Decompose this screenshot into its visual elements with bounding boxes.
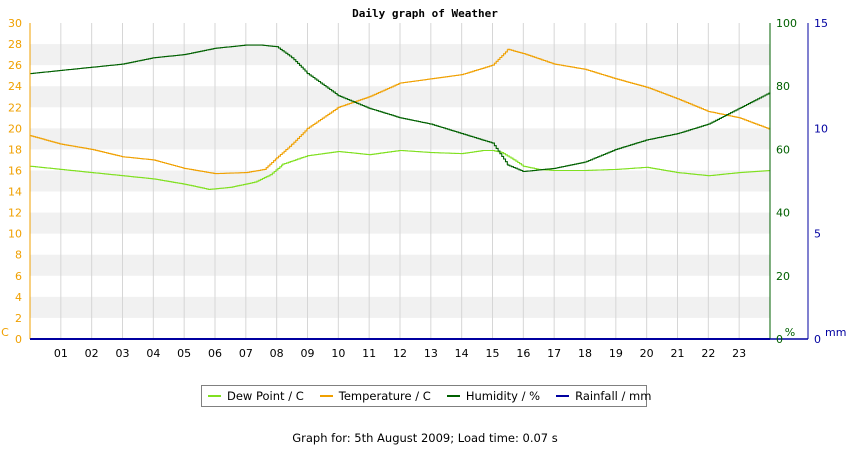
x-tick-label: 12	[393, 347, 407, 360]
x-tick-label: 02	[85, 347, 99, 360]
rainfall-tick-label: 15	[814, 17, 828, 30]
x-tick-label: 01	[54, 347, 68, 360]
temperature-tick-label: 6	[15, 270, 22, 283]
x-tick-label: 09	[301, 347, 315, 360]
humidity-tick-label: 60	[776, 143, 790, 156]
humidity-tick-label: 0	[776, 333, 783, 346]
legend-swatch-temperature	[319, 395, 333, 397]
x-tick-label: 20	[640, 347, 654, 360]
legend-item-rainfall: Rainfall / mm	[556, 389, 651, 403]
temperature-tick-label: 16	[8, 164, 22, 177]
humidity-tick-label: 20	[776, 270, 790, 283]
x-tick-label: 19	[609, 347, 623, 360]
x-tick-label: 05	[177, 347, 191, 360]
x-tick-label: 03	[116, 347, 130, 360]
vertical-gridlines	[60, 23, 740, 339]
chart-legend: Dew Point / C Temperature / C Humidity /…	[201, 385, 651, 407]
rainfall-tick-label: 10	[814, 122, 828, 135]
legend-label-humidity: Humidity / %	[465, 389, 541, 403]
legend-swatch-humidity	[446, 395, 460, 397]
humidity-tick-label: 40	[776, 207, 790, 220]
x-tick-label: 15	[486, 347, 500, 360]
rainfall-tick-label: 0	[814, 333, 821, 346]
rainfall-tick-label: 5	[814, 228, 821, 241]
humidity-tick-label: 100	[776, 17, 797, 30]
x-tick-label: 04	[146, 347, 160, 360]
legend-swatch-dew-point	[208, 395, 221, 397]
temperature-tick-label: 18	[8, 143, 22, 156]
x-tick-label: 07	[239, 347, 253, 360]
series-line	[30, 44, 771, 173]
x-tick-label: 14	[455, 347, 469, 360]
x-tick-label: 17	[547, 347, 561, 360]
legend-label-rainfall: Rainfall / mm	[575, 389, 652, 403]
humidity-tick-label: 80	[776, 80, 790, 93]
legend-item-dew-point: Dew Point / C	[208, 389, 304, 403]
legend-label-temperature: Temperature / C	[338, 389, 431, 403]
x-tick-label: 11	[362, 347, 376, 360]
temperature-tick-label: 24	[8, 80, 22, 93]
temperature-tick-label: 12	[8, 207, 22, 220]
legend-item-humidity: Humidity / %	[446, 389, 541, 403]
graph-footer: Graph for: 5th August 2009; Load time: 0…	[292, 431, 558, 445]
temperature-unit-label: C	[1, 326, 9, 339]
humidity-unit-label: %	[785, 326, 795, 339]
x-tick-label: 10	[331, 347, 345, 360]
legend-swatch-rainfall	[556, 395, 570, 397]
temperature-tick-label: 0	[15, 333, 22, 346]
x-tick-label: 13	[424, 347, 438, 360]
x-tick-label: 08	[270, 347, 284, 360]
rainfall-unit-label: mm	[825, 326, 846, 339]
temperature-tick-label: 20	[8, 122, 22, 135]
x-tick-label: 06	[208, 347, 222, 360]
legend-item-temperature: Temperature / C	[319, 389, 431, 403]
axes-layer	[29, 23, 809, 340]
x-tick-label: 21	[671, 347, 685, 360]
temperature-tick-label: 30	[8, 17, 22, 30]
tick-labels: 0246810121416182022242628300204060801000…	[1, 17, 846, 360]
temperature-tick-label: 22	[8, 101, 22, 114]
chart-title: Daily graph of Weather	[352, 7, 498, 20]
x-tick-label: 18	[578, 347, 592, 360]
temperature-tick-label: 8	[15, 249, 22, 262]
temperature-tick-label: 14	[8, 186, 22, 199]
series-line	[30, 149, 771, 190]
temperature-tick-label: 10	[8, 228, 22, 241]
temperature-tick-label: 28	[8, 38, 22, 51]
x-tick-label: 16	[516, 347, 530, 360]
legend-label-dew-point: Dew Point / C	[227, 389, 304, 403]
series-line	[30, 48, 771, 175]
x-tick-label: 23	[732, 347, 746, 360]
temperature-tick-label: 4	[15, 291, 22, 304]
temperature-tick-label: 26	[8, 59, 22, 72]
temperature-tick-label: 2	[15, 312, 22, 325]
x-tick-label: 22	[701, 347, 715, 360]
